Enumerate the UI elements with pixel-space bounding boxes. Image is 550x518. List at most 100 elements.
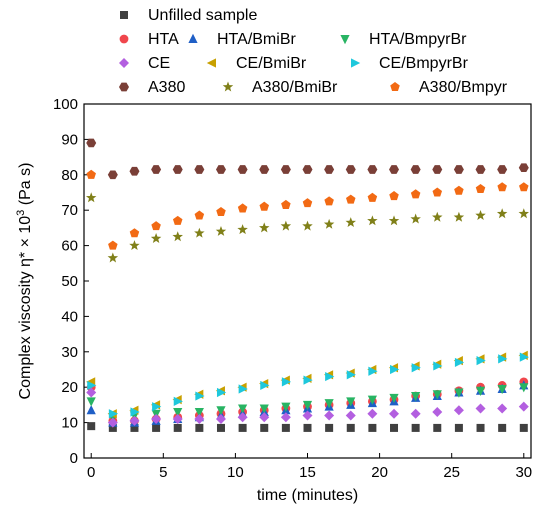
data-point — [519, 352, 529, 362]
data-point — [345, 217, 356, 228]
data-point — [498, 354, 508, 364]
data-point — [519, 182, 529, 192]
data-point — [108, 409, 119, 419]
data-point — [390, 423, 399, 432]
data-point — [433, 423, 442, 432]
data-point — [432, 165, 443, 174]
y-tick-label: 60 — [61, 238, 78, 255]
data-point — [281, 402, 291, 412]
data-point — [302, 165, 313, 174]
legend-marker-a380 — [119, 82, 129, 92]
data-point — [325, 423, 334, 432]
data-point — [368, 423, 377, 432]
data-point — [108, 240, 118, 250]
data-point — [151, 165, 162, 174]
data-point — [388, 215, 400, 226]
x-tick-label: 0 — [87, 464, 95, 481]
data-point — [389, 408, 400, 419]
data-point — [367, 215, 378, 226]
data-point — [86, 138, 97, 148]
series-ce-bmpyrbr — [87, 352, 529, 419]
data-point — [475, 403, 486, 414]
data-point — [497, 182, 507, 192]
data-point — [346, 370, 356, 380]
data-point — [345, 165, 356, 174]
series-a380-bmpyr — [86, 169, 529, 250]
legend-label-unfilled-sample: Unfilled sample — [148, 7, 257, 24]
y-axis-title-unit: (Pa s) — [17, 163, 34, 210]
data-point — [173, 423, 182, 432]
data-point — [518, 401, 529, 412]
legend-item-a380: A380 — [119, 79, 185, 96]
y-tick-label: 20 — [61, 379, 78, 396]
data-point — [475, 386, 486, 396]
plot-area: 0 10 20 30 40 50 60 70 80 90 100 0 5 10 15 20 25 30 — [53, 96, 532, 481]
data-point — [497, 165, 508, 174]
data-point — [302, 410, 313, 421]
data-point — [280, 220, 292, 231]
data-point — [85, 192, 97, 203]
data-point — [389, 191, 399, 201]
data-point — [367, 192, 378, 202]
data-point — [497, 384, 507, 395]
data-point — [280, 412, 291, 423]
data-point — [281, 199, 291, 209]
legend-label-hta-bmibr: HTA/BmiBr — [217, 31, 296, 48]
legend-marker-hta-bmibr — [188, 33, 198, 43]
data-point — [195, 391, 205, 401]
data-point — [476, 423, 485, 432]
y-axis-ticks: 0 10 20 30 40 50 60 70 80 90 100 — [53, 96, 89, 467]
legend-marker-a380-bmibr — [222, 81, 234, 92]
data-point — [303, 375, 313, 385]
y-axis-title-superscript: 3 — [15, 210, 27, 216]
data-point — [173, 407, 183, 418]
data-point — [215, 165, 226, 174]
data-point — [87, 380, 97, 391]
y-tick-label: 40 — [61, 308, 78, 325]
data-point — [130, 407, 140, 417]
data-point — [323, 218, 335, 229]
legend-item-unfilled-sample: Unfilled sample — [120, 7, 257, 24]
legend-label-ce: CE — [148, 55, 170, 72]
data-point — [410, 213, 421, 224]
data-point — [172, 215, 183, 225]
y-tick-label: 80 — [61, 167, 78, 184]
x-axis-title: time (minutes) — [257, 487, 358, 504]
data-point — [194, 165, 205, 174]
data-point — [237, 165, 248, 174]
data-point — [410, 165, 421, 174]
data-point — [454, 357, 465, 368]
data-point — [498, 423, 507, 432]
legend-marker-ce-bmibr — [206, 58, 216, 68]
data-point — [475, 165, 486, 174]
data-markers — [85, 138, 530, 432]
y-tick-label: 100 — [53, 96, 78, 113]
legend-label-a380-bmibr: A380/BmiBr — [252, 79, 338, 96]
legend-label-a380: A380 — [148, 79, 185, 96]
data-point — [324, 399, 334, 409]
data-point — [476, 356, 486, 366]
data-point — [87, 422, 96, 431]
data-point — [129, 228, 140, 238]
data-point — [411, 423, 420, 432]
data-point — [367, 165, 378, 174]
legend-label-hta-bmpyrbr: HTA/BmpyrBr — [369, 31, 467, 48]
data-point — [475, 210, 486, 220]
data-point — [194, 227, 205, 238]
data-point — [152, 423, 161, 432]
data-point — [389, 165, 400, 174]
legend-item-hta-bmpyrbr: HTA/BmpyrBr — [340, 31, 467, 48]
data-point — [260, 380, 270, 391]
legend-item-ce-bmpyrbr: CE/BmpyrBr — [351, 55, 469, 72]
data-point — [302, 400, 313, 411]
data-point — [151, 414, 162, 425]
legend-marker-ce-bmpyrbr — [351, 58, 361, 68]
data-point — [433, 361, 443, 371]
data-point — [86, 387, 97, 398]
x-tick-label: 30 — [515, 464, 532, 481]
data-point — [194, 210, 205, 220]
series-a380-bmibr — [85, 192, 530, 263]
y-tick-label: 30 — [61, 344, 78, 361]
data-point — [453, 405, 464, 416]
